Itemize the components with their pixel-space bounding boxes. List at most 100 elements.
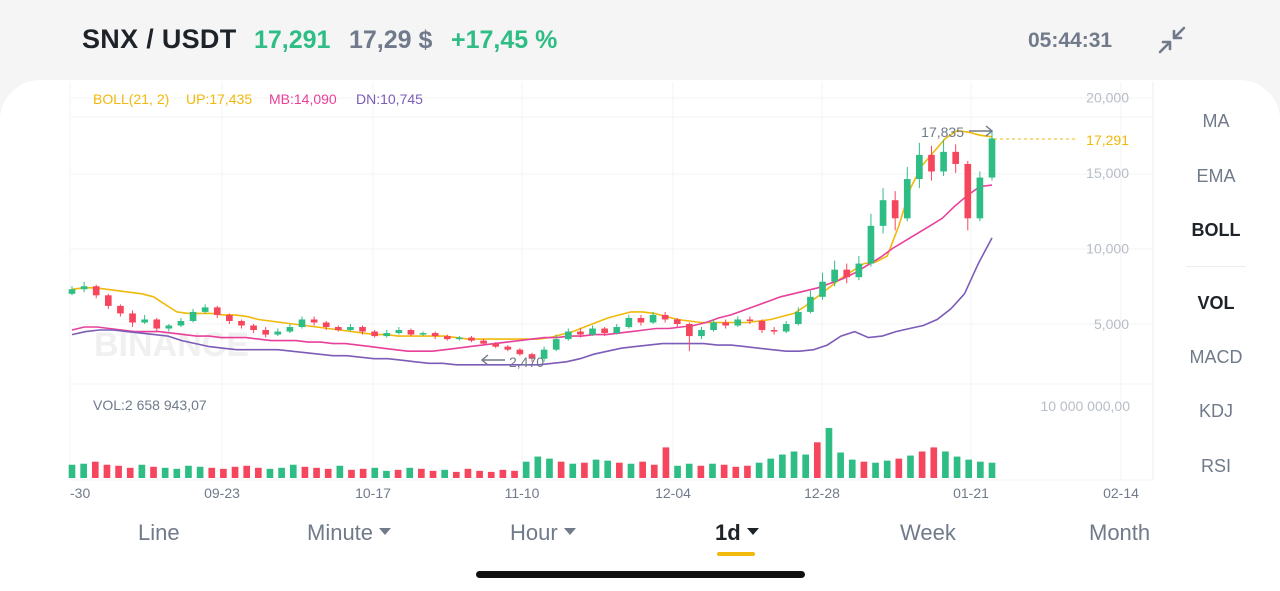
candle-body [879, 200, 887, 226]
candle-body [746, 319, 754, 321]
candle-body [988, 138, 996, 178]
candle-body [540, 349, 548, 359]
side-item-vol[interactable]: VOL [1197, 293, 1235, 313]
volume-bar [872, 462, 879, 478]
volume-bar [464, 468, 472, 478]
volume-bar [150, 466, 157, 478]
candle-body [177, 320, 185, 326]
candle-body [952, 151, 960, 164]
candle-body [710, 322, 717, 331]
home-indicator [476, 571, 805, 578]
candle-body [928, 154, 935, 172]
tab-hour[interactable]: Hour [510, 520, 576, 546]
clock: 05:44:31 [1028, 29, 1113, 52]
volume-bar [895, 458, 903, 478]
candle-body [456, 337, 463, 340]
volume-bar [196, 466, 204, 478]
volume-bar [406, 467, 414, 478]
candle-body [274, 331, 282, 335]
date-axis: -30 09-23 10-17 11-10 12-04 12-28 01-21 02-14 [70, 485, 1139, 501]
date-tick-label: 10-17 [355, 485, 391, 501]
candle-body [395, 330, 403, 334]
chart-grid [69, 82, 1154, 481]
date-tick-label: 12-04 [655, 485, 691, 501]
side-item-rsi[interactable]: RSI [1200, 456, 1231, 476]
candle-body [92, 286, 100, 296]
volume-axis-label: 10 000 000,00 [1040, 398, 1130, 414]
volume-bar [860, 461, 868, 478]
candle-body [516, 349, 524, 355]
candle-body [528, 354, 536, 359]
candle-body [589, 328, 596, 335]
side-item-kdj[interactable]: KDJ [1198, 401, 1233, 421]
candle-body [637, 317, 645, 323]
candle-body [891, 200, 899, 219]
volume-bar [383, 470, 390, 478]
candle-body [213, 307, 221, 315]
candle-body [504, 346, 512, 350]
candle-body [552, 339, 560, 350]
volume-bar [616, 462, 623, 478]
candle-body [238, 320, 245, 326]
volume-bar [371, 467, 379, 478]
tab-week[interactable]: Week [900, 520, 956, 546]
volume-bar [301, 466, 309, 478]
volume-bar [744, 465, 751, 478]
candle-body [782, 324, 790, 332]
candle-body [686, 324, 693, 337]
candle-body [855, 263, 863, 278]
volume-bar [907, 455, 914, 478]
volume-bar [813, 442, 821, 478]
volume-bar [511, 470, 518, 478]
side-item-ma[interactable]: MA [1202, 111, 1230, 131]
date-tick-label: 12-28 [804, 485, 840, 501]
side-item-boll[interactable]: BOLL [1191, 220, 1241, 240]
candle-body [964, 163, 972, 219]
boll-lower-line [71, 237, 993, 366]
volume-bar [534, 456, 542, 478]
volume-bar [255, 467, 262, 478]
tab-minute[interactable]: Minute [307, 520, 392, 546]
candle-body [916, 154, 923, 180]
candle-body [359, 327, 366, 332]
candle-body [322, 322, 330, 328]
volume-bar [487, 471, 495, 478]
price-tick-label: 20,000 [1086, 90, 1129, 106]
volume-bar [848, 459, 856, 478]
candle-body [698, 330, 705, 337]
volume-bar [336, 465, 344, 478]
candle-body [431, 333, 439, 337]
volume-bar [324, 468, 332, 478]
volume-bar [103, 464, 111, 478]
tab-1d[interactable]: 1d [715, 520, 759, 546]
tab-month[interactable]: Month [1089, 520, 1150, 546]
volume-bar [662, 447, 670, 478]
candle-body [577, 331, 584, 335]
candle-body [189, 311, 197, 321]
price-chart[interactable]: BINANCE 20,000 15,000 10,000 5,000 -30 09-23… [0, 80, 1280, 510]
boll-dn-value: DN:10,745 [356, 91, 423, 107]
date-tick-label: 02-14 [1103, 485, 1139, 501]
bollinger-bands [71, 129, 993, 366]
candle-body [564, 331, 572, 340]
candle-body [129, 313, 136, 323]
collapse-arrows-icon[interactable] [1158, 26, 1186, 54]
price-tick-label: 10,000 [1086, 241, 1129, 257]
side-item-macd[interactable]: MACD [1189, 347, 1243, 367]
volume-bar [685, 463, 693, 478]
tab-line[interactable]: Line [138, 520, 180, 546]
candle-body [734, 319, 742, 326]
candle-body [250, 325, 257, 331]
volume-bar [243, 465, 251, 478]
candle-body [407, 330, 415, 335]
volume-bar [837, 452, 844, 478]
side-item-ema[interactable]: EMA [1196, 166, 1236, 186]
high-marker-label: 17,835 [921, 124, 964, 140]
volume-bar [348, 469, 355, 478]
price-tick-label: 5,000 [1094, 316, 1129, 332]
candle-body [673, 319, 681, 324]
tab-1d-label: 1d [715, 520, 741, 545]
volume-bar [988, 462, 996, 478]
candle-body [334, 327, 342, 331]
tab-hour-label: Hour [510, 520, 558, 545]
